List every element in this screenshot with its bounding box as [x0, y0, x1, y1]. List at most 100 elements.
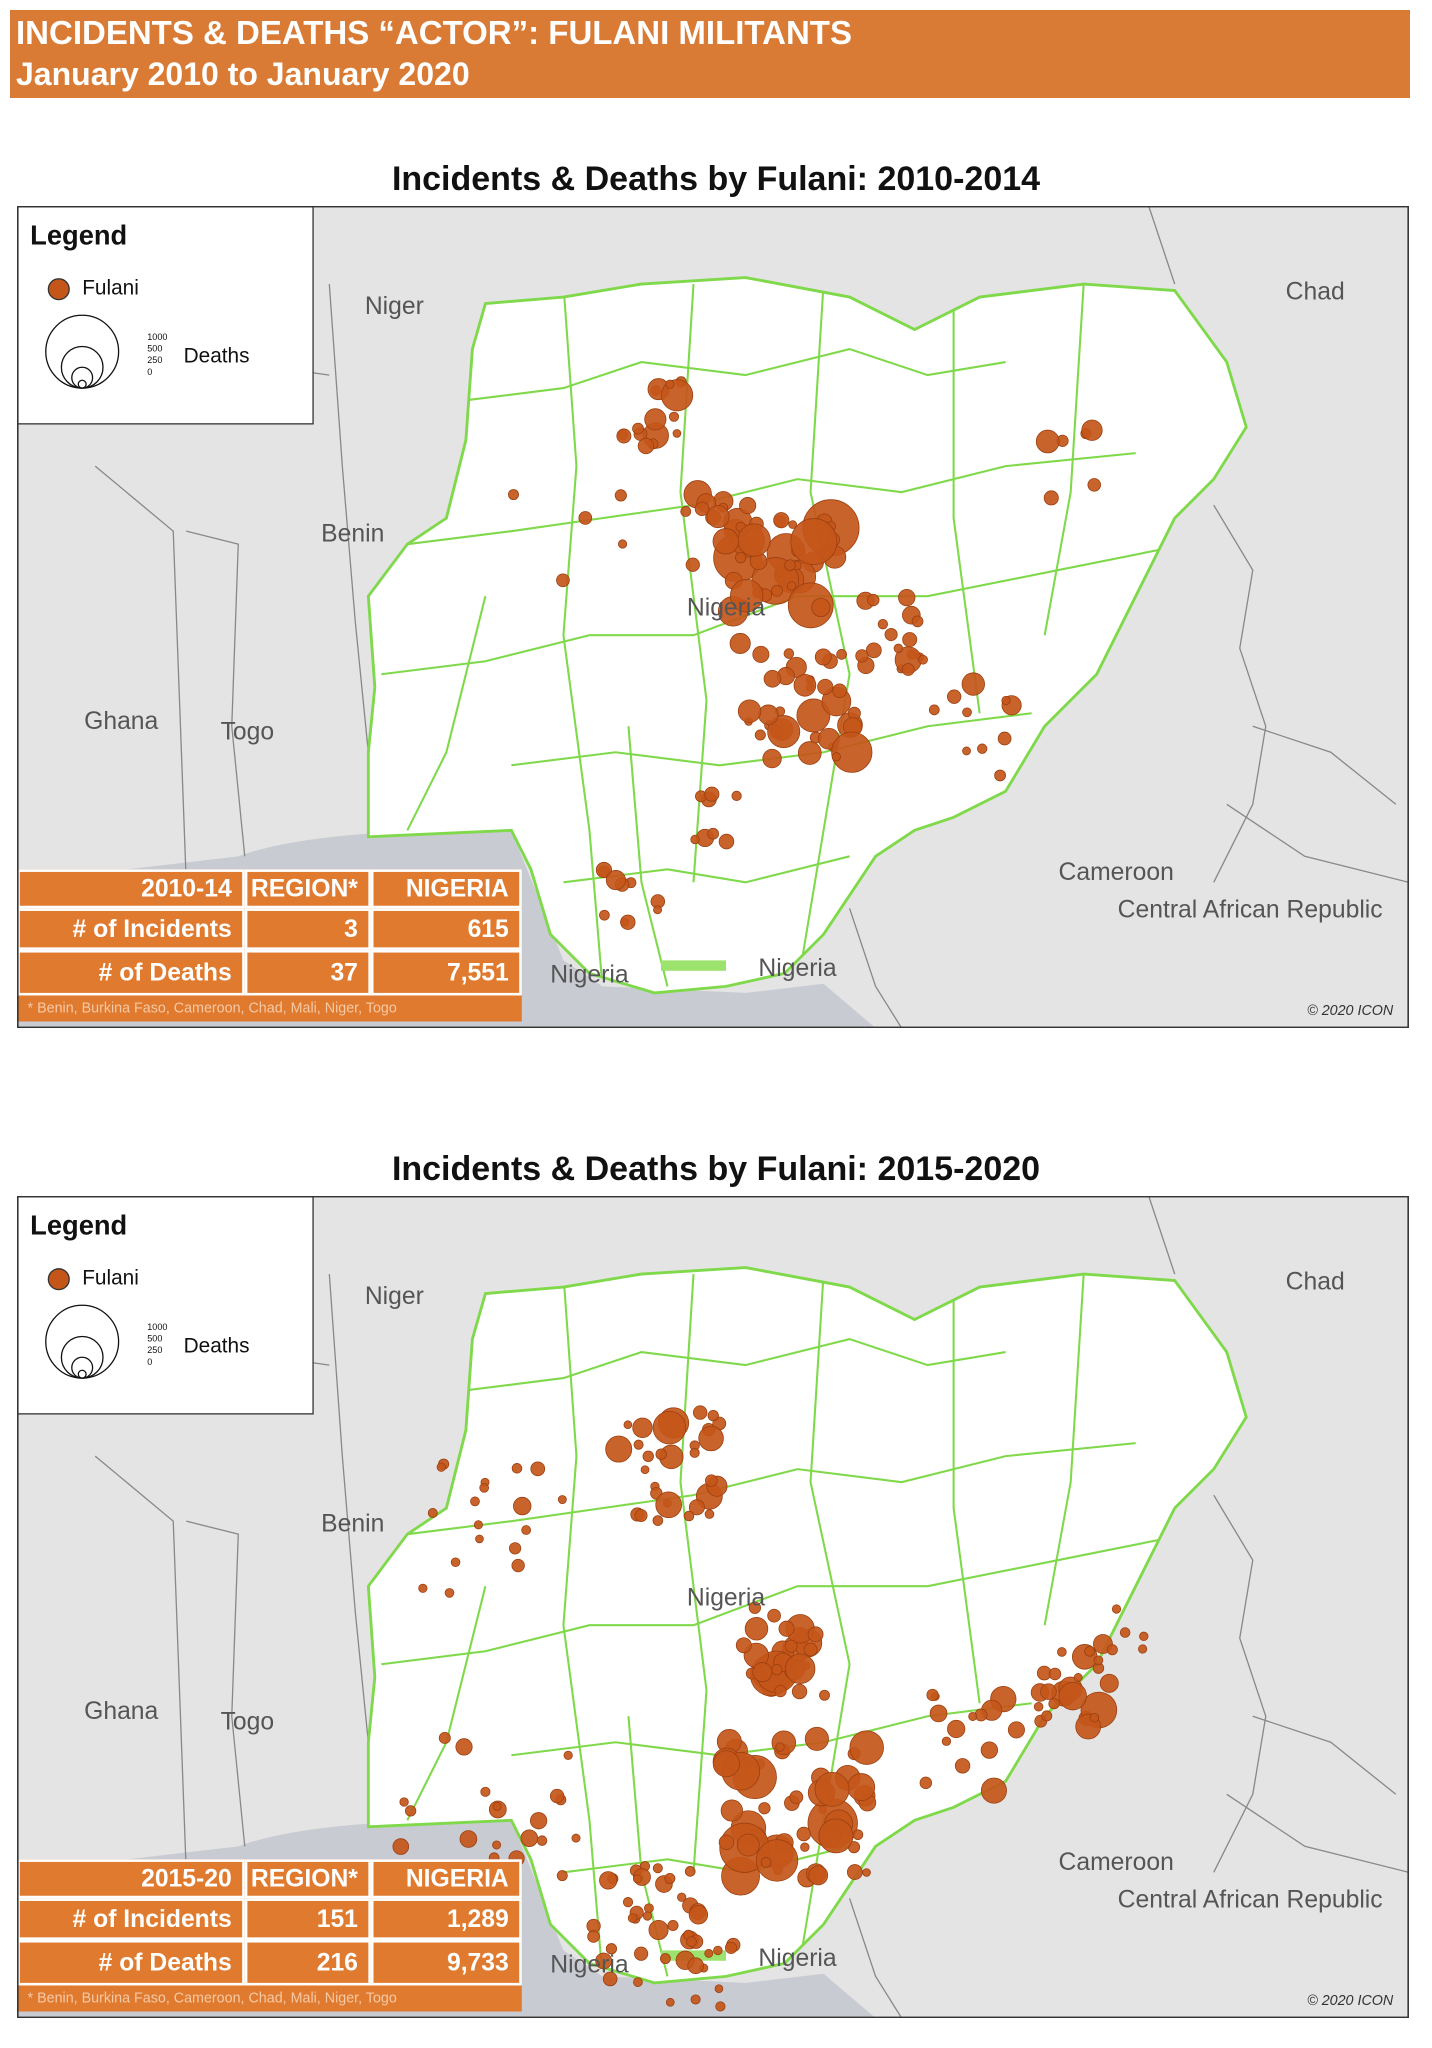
incident-dot	[513, 1496, 532, 1516]
legend-size-label: 250	[147, 1345, 162, 1355]
place-label: Togo	[221, 1708, 275, 1735]
place-label: Nigeria	[758, 955, 837, 982]
table-value: 216	[317, 1950, 358, 1977]
incident-dot	[773, 512, 790, 529]
legend-title: Legend	[30, 219, 127, 250]
incident-dot	[796, 698, 831, 733]
place-label: Nigeria	[758, 1945, 837, 1972]
map-frame	[17, 1196, 1409, 2018]
country-border	[848, 1898, 903, 2018]
incident-dot	[652, 1515, 664, 1526]
country-border	[328, 1273, 369, 1743]
table-cell	[370, 869, 522, 909]
incident-dot	[771, 584, 783, 597]
incident-dot	[865, 642, 882, 659]
incident-dot	[767, 715, 801, 749]
incident-dot	[614, 489, 627, 502]
incident-dot	[508, 489, 519, 501]
incident-dot	[760, 1857, 772, 1868]
incident-dot	[884, 628, 898, 642]
incident-dot	[652, 1410, 687, 1445]
incident-dot	[1081, 419, 1103, 441]
incident-dot	[605, 1943, 618, 1955]
incident-dot	[706, 505, 730, 529]
place-label: Ghana	[84, 1698, 158, 1725]
credit: © 2020 ICON	[1307, 1003, 1394, 1019]
state-border	[562, 1273, 604, 1977]
incident-dot	[789, 1790, 804, 1805]
incident-dot	[677, 1892, 687, 1902]
incident-dot	[633, 1977, 643, 1987]
table-note: * Benin, Burkina Faso, Cameroon, Chad, M…	[28, 1990, 397, 2006]
table-header: REGION*	[251, 876, 358, 903]
incident-dot	[511, 1558, 525, 1573]
legend-box	[17, 1196, 314, 1415]
incident-dot	[814, 648, 832, 666]
incident-dot	[620, 914, 636, 930]
incident-dot	[707, 827, 719, 840]
incident-dot	[758, 704, 779, 725]
table-bg	[17, 1859, 522, 2012]
incident-dot	[685, 557, 700, 572]
map-frame	[17, 206, 1409, 1028]
incident-dot	[946, 689, 962, 704]
incident-dot	[686, 1936, 697, 1947]
incident-dot	[994, 769, 1006, 782]
incident-dot	[529, 1812, 548, 1830]
incident-dot	[557, 1495, 567, 1505]
incident-dot	[718, 1834, 735, 1851]
incident-dot	[511, 1463, 523, 1474]
incident-dot	[704, 1948, 714, 1958]
place-label: Nigeria	[687, 595, 766, 622]
incident-dot	[778, 1620, 795, 1637]
incident-dot	[968, 1711, 978, 1721]
table-value: # of Deaths	[99, 960, 232, 987]
incident-dot	[623, 1420, 633, 1430]
incident-dot	[632, 422, 644, 435]
legend-box	[17, 206, 314, 425]
country-border	[1252, 725, 1397, 805]
incident-dot	[521, 1525, 532, 1535]
incident-dot	[692, 1405, 708, 1420]
state-border	[1043, 1273, 1085, 1626]
place-label: Cameroon	[1059, 859, 1174, 886]
incident-dot	[627, 1913, 638, 1923]
incident-dot	[1139, 1631, 1149, 1642]
incident-dot	[399, 1797, 409, 1807]
delta-marsh	[660, 960, 727, 971]
incident-dot	[736, 1833, 760, 1857]
nigeria-outline	[366, 1266, 1248, 1985]
place-label: Nigeria	[550, 1952, 629, 1979]
table-bg	[17, 869, 522, 1022]
country-border	[94, 1455, 187, 1873]
incident-dot	[459, 1830, 478, 1848]
incident-dot	[980, 1741, 998, 1759]
incident-dot	[918, 654, 928, 665]
state-border	[627, 726, 669, 987]
incident-dot	[755, 1839, 799, 1882]
incident-dot	[653, 905, 663, 915]
place-label: Togo	[221, 718, 275, 745]
incident-dot	[1048, 1698, 1060, 1710]
table-cell	[244, 908, 371, 950]
header-subtitle: January 2010 to January 2020	[16, 56, 470, 92]
incident-dot	[689, 1447, 700, 1458]
incident-dot	[712, 1750, 740, 1778]
table-value: # of Deaths	[99, 1950, 232, 1977]
map-title: Incidents & Deaths by Fulani: 2015-2020	[391, 1150, 1041, 1188]
incident-dot	[771, 1730, 797, 1755]
country-border	[1252, 1715, 1397, 1795]
incident-dot	[847, 1773, 876, 1801]
incident-dot	[929, 1704, 948, 1723]
incident-dot	[436, 1462, 446, 1472]
incident-dot	[767, 1608, 781, 1623]
incident-dot	[784, 1639, 798, 1653]
incident-dot	[492, 1801, 502, 1811]
incident-dot	[556, 1870, 568, 1882]
table-header: NIGERIA	[406, 876, 509, 903]
incident-dot	[698, 1425, 724, 1452]
incident-dot	[475, 1534, 484, 1544]
incident-dot	[961, 672, 985, 696]
incident-dot	[804, 1726, 829, 1751]
incident-dot	[735, 1637, 752, 1654]
